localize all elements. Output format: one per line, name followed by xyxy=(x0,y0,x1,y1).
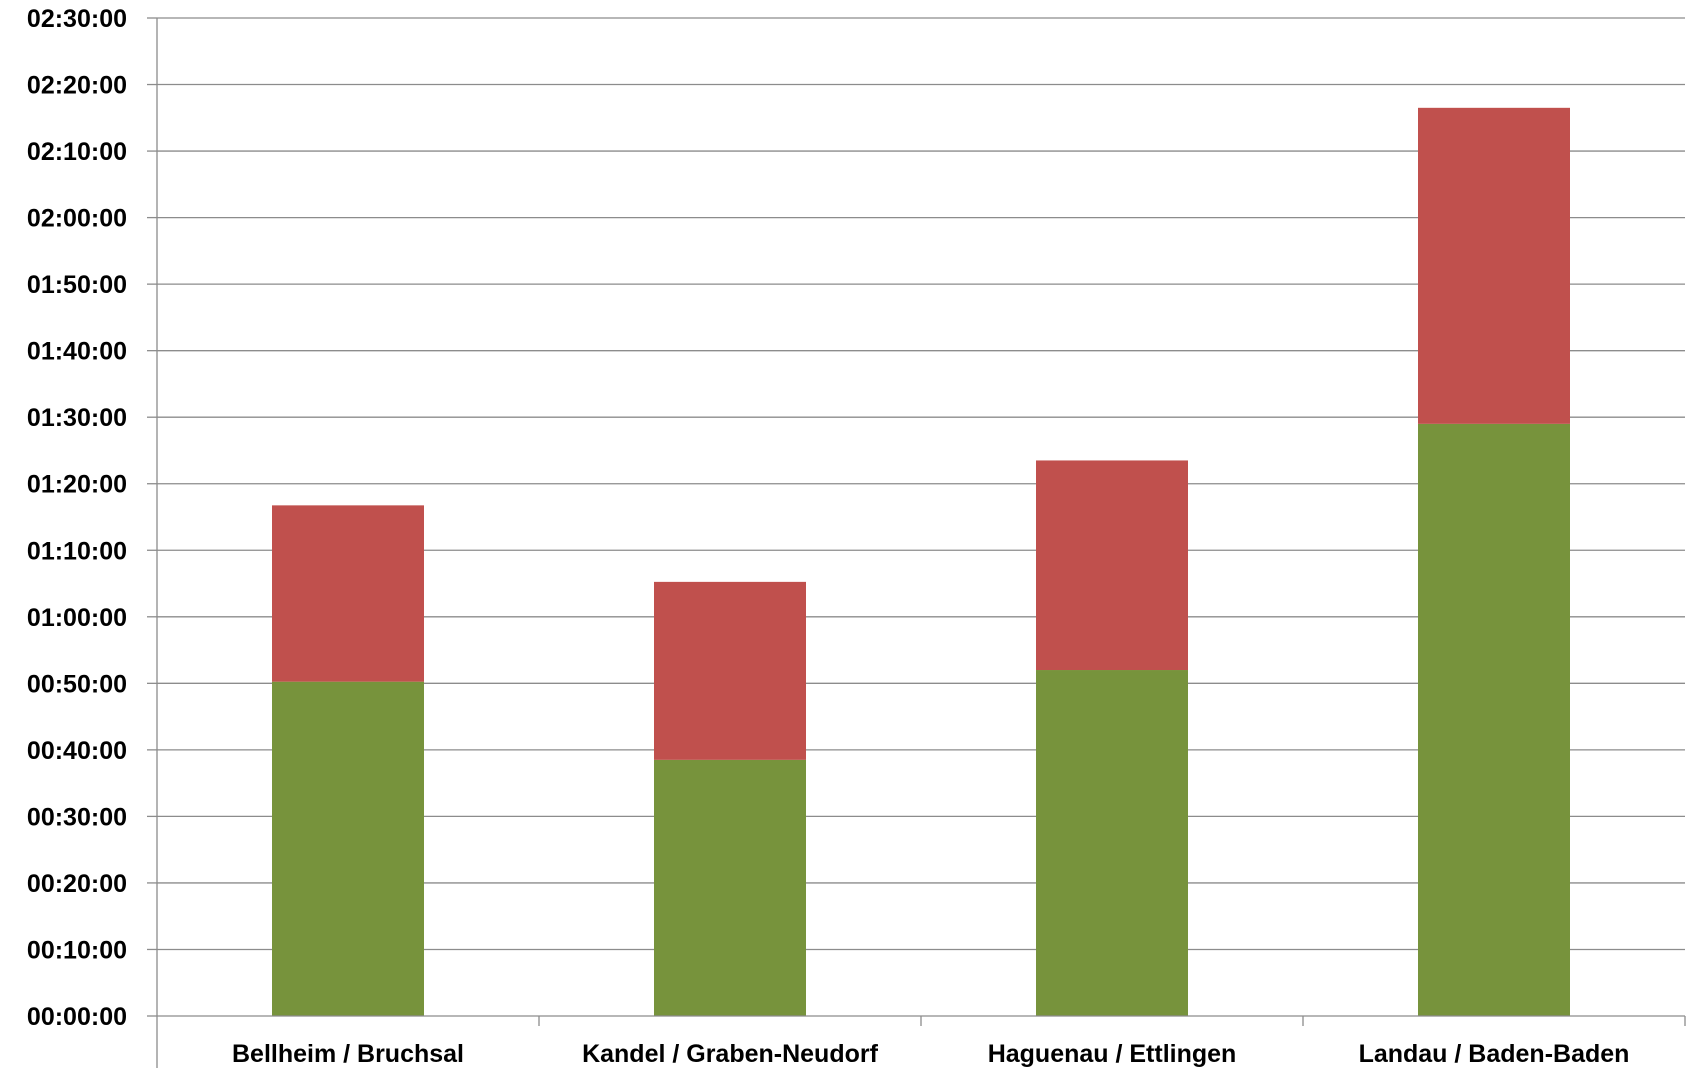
axes xyxy=(147,17,1686,1068)
y-tick-label: 00:50:00 xyxy=(27,670,127,698)
bar-segment xyxy=(272,505,424,682)
bar-segment xyxy=(654,759,806,1016)
y-tick-label: 00:40:00 xyxy=(27,737,127,765)
y-tick-label: 01:40:00 xyxy=(27,338,127,366)
bar-segment xyxy=(1036,670,1188,1016)
bar-segment xyxy=(272,681,424,1016)
y-tick-label: 00:30:00 xyxy=(27,803,127,831)
x-category-label: Haguenau / Ettlingen xyxy=(988,1040,1237,1068)
y-tick-label: 01:50:00 xyxy=(27,271,127,299)
y-tick-label: 00:20:00 xyxy=(27,870,127,898)
y-tick-label: 02:20:00 xyxy=(27,72,127,100)
bar-segment xyxy=(1418,423,1570,1016)
y-tick-label: 00:00:00 xyxy=(27,1003,127,1031)
y-tick-label: 01:20:00 xyxy=(27,471,127,499)
y-tick-label: 02:10:00 xyxy=(27,138,127,166)
y-tick-label: 00:10:00 xyxy=(27,936,127,964)
bars xyxy=(272,107,1570,1016)
y-tick-label: 01:00:00 xyxy=(27,604,127,632)
x-category-label: Landau / Baden-Baden xyxy=(1359,1040,1630,1068)
y-tick-label: 01:30:00 xyxy=(27,404,127,432)
y-axis-tick-labels: 00:00:00 00:10:00 00:20:00 00:30:00 00:40:00… xyxy=(27,5,127,1031)
x-category-label: Kandel / Graben-Neudorf xyxy=(582,1040,879,1068)
y-tick-label: 02:30:00 xyxy=(27,5,127,33)
bar-segment xyxy=(654,581,806,760)
y-tick-label: 01:10:00 xyxy=(27,537,127,565)
bar-segment xyxy=(1418,107,1570,424)
bar-segment xyxy=(1036,460,1188,671)
y-tick-label: 02:00:00 xyxy=(27,205,127,233)
x-axis-category-labels: Bellheim / Bruchsal Kandel / Graben-Neudo… xyxy=(232,1040,1629,1068)
x-category-label: Bellheim / Bruchsal xyxy=(232,1040,464,1068)
